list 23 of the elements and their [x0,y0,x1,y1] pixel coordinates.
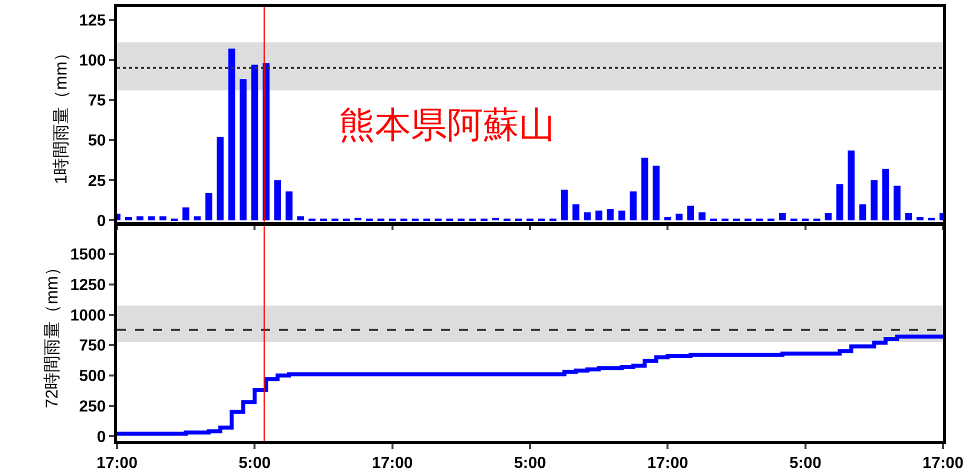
x-tick-label: 17:00 [96,455,138,472]
annotation: 熊本県阿蘇山 [339,105,555,146]
y-tick-label: 50 [88,132,106,150]
x-tick-label: 17:00 [922,455,964,472]
y-tick-label: 750 [79,338,106,355]
y-axis-title: 1時間雨量（mm） [52,44,71,184]
y-tick-label: 25 [88,172,106,190]
y-tick-label: 0 [96,212,106,230]
y-tick-label: 1250 [70,277,106,294]
y-tick-label: 0 [96,428,106,446]
y-tick-label: 1000 [70,307,106,324]
x-tick-label: 17:00 [647,455,688,472]
y-tick-label: 125 [79,12,106,30]
x-tick-label: 5:00 [789,455,822,472]
x-tick-label: 5:00 [238,455,271,472]
y-tick-label: 75 [88,92,106,110]
x-tick-label: 17:00 [372,455,413,472]
y-axis-title: 72時間雨量（mm） [42,258,62,408]
x-tick-label: 5:00 [514,455,546,472]
y-tick-label: 500 [79,368,106,386]
y-tick-label: 1500 [70,246,106,264]
y-tick-label: 100 [79,52,106,70]
y-tick-label: 250 [79,398,106,416]
